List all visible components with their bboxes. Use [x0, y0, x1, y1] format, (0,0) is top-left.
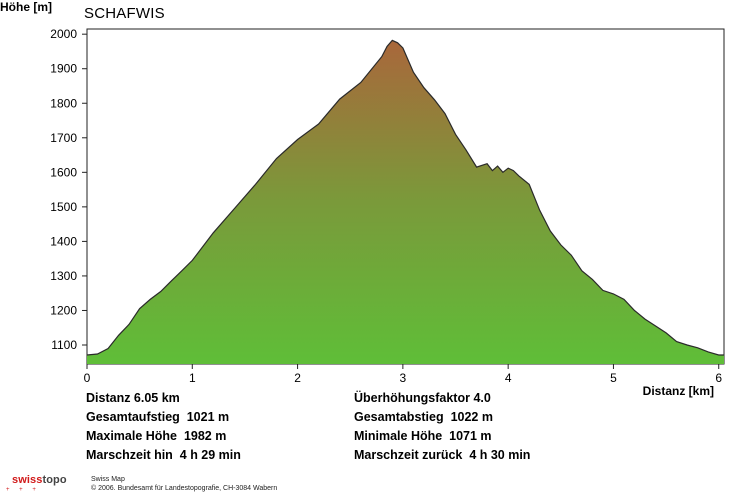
distance-stat: Distanz 6.05 km	[86, 391, 180, 405]
x-tick-label: 0	[84, 371, 91, 385]
product-name: Swiss Map	[91, 476, 125, 483]
logo-topo-text: topo	[42, 474, 67, 486]
x-axis-label: Distanz [km]	[642, 384, 714, 398]
elevation-area	[87, 40, 724, 365]
stats-row: Distanz 6.05 km Überhöhungsfaktor 4.0	[86, 391, 646, 411]
footer: swisstopo + + + Swiss Map © 2006. Bundes…	[6, 474, 346, 498]
y-tick-label: 1100	[51, 338, 77, 352]
exaggeration-stat: Überhöhungsfaktor 4.0	[354, 391, 491, 405]
cross-marks-icon: + + +	[6, 487, 40, 493]
walk-time-forward-stat: Marschzeit hin 4 h 29 min	[86, 448, 241, 462]
logo-swiss-text: swiss	[12, 474, 43, 486]
stats-row: Gesamtaufstieg 1021 m Gesamtabstieg 1022…	[86, 410, 646, 430]
y-tick-label: 1200	[50, 303, 77, 317]
y-tick-label: 1800	[50, 96, 77, 110]
swisstopo-logo: swisstopo	[12, 474, 67, 486]
stats-row: Marschzeit hin 4 h 29 min Marschzeit zur…	[86, 448, 646, 468]
stats-row: Maximale Höhe 1982 m Minimale Höhe 1071 …	[86, 429, 646, 449]
min-elevation-stat: Minimale Höhe 1071 m	[354, 429, 492, 443]
y-tick-label: 1400	[50, 234, 77, 248]
x-tick-label: 3	[400, 371, 407, 385]
y-tick-label: 1300	[50, 269, 77, 283]
copyright-notice: © 2006. Bundesamt für Landestopografie, …	[91, 485, 278, 492]
y-tick-label: 1500	[50, 200, 77, 214]
y-axis-label: Höhe [m]	[0, 0, 52, 14]
y-tick-label: 1600	[50, 165, 77, 179]
walk-time-return-stat: Marschzeit zurück 4 h 30 min	[354, 448, 531, 462]
y-tick-label: 2000	[50, 27, 77, 41]
max-elevation-stat: Maximale Höhe 1982 m	[86, 429, 227, 443]
x-tick-label: 1	[189, 371, 196, 385]
y-tick-label: 1700	[50, 131, 77, 145]
elevation-line	[86, 39, 724, 356]
x-tick-label: 2	[294, 371, 301, 385]
x-tick-label: 5	[610, 371, 617, 385]
chart-title: SCHAFWIS	[84, 5, 165, 22]
total-descent-stat: Gesamtabstieg 1022 m	[354, 410, 493, 424]
y-tick-label: 1900	[50, 62, 77, 76]
x-tick-label: 6	[715, 371, 722, 385]
total-ascent-stat: Gesamtaufstieg 1021 m	[86, 410, 230, 424]
x-tick-label: 4	[505, 371, 512, 385]
